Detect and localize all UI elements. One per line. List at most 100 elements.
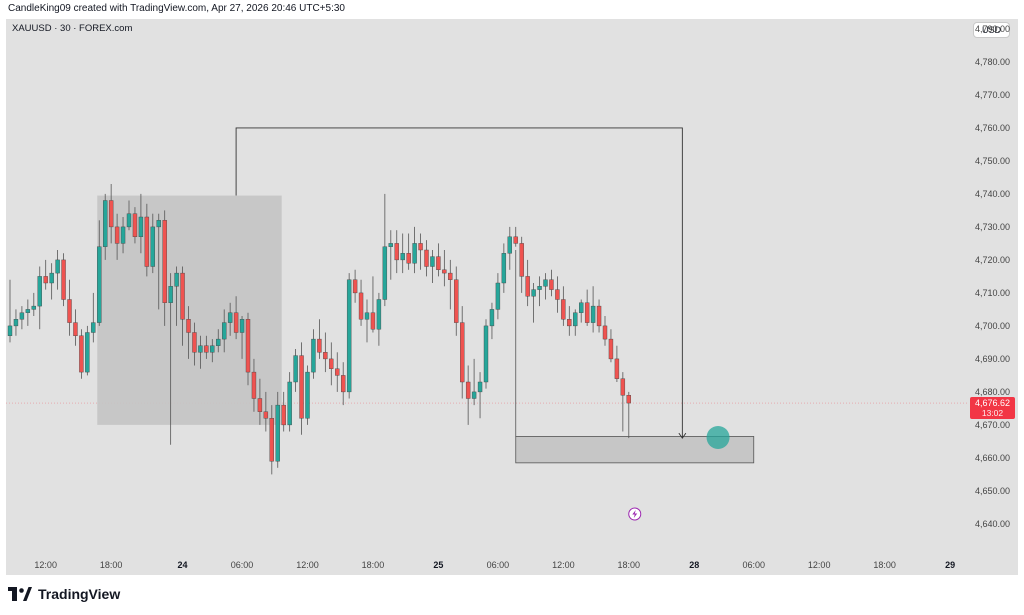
candle-body [442, 269, 447, 274]
candle-body [626, 395, 631, 404]
time-tick-label: 18:00 [873, 560, 896, 570]
candle-body [495, 282, 501, 310]
candle-body [281, 404, 286, 426]
candle-body [394, 243, 399, 261]
candle-body [37, 276, 42, 307]
symbol-legend[interactable]: XAUUSD · 30 · FOREX.com [12, 23, 133, 34]
time-tick-label: 12:00 [296, 560, 319, 570]
candle-body [352, 279, 358, 294]
candle-body [513, 236, 518, 244]
time-tick-label: 18:00 [361, 560, 385, 570]
time-tick-label: 18:00 [617, 560, 641, 570]
candle-body [376, 299, 382, 330]
candle-body [477, 381, 483, 393]
price-tick-label: 4,780.00 [975, 56, 1011, 67]
chart-pane[interactable]: XAUUSD · 30 · FOREX.com USD 4,640.00 4,65… [6, 19, 1018, 575]
candle-body [329, 358, 334, 369]
candle-body [102, 200, 108, 247]
candle-body [317, 338, 322, 353]
candle-body [25, 309, 31, 313]
candle-body [287, 381, 292, 426]
candle-body [424, 249, 429, 267]
time-tick-label: 12:00 [807, 560, 831, 570]
candle-body [335, 368, 340, 376]
candles-group [7, 184, 631, 475]
candle-body [448, 272, 453, 280]
candle-body [275, 404, 280, 462]
candle-body [257, 398, 263, 412]
candle-body [138, 216, 144, 237]
candle-body [7, 325, 13, 336]
candle-body [555, 289, 560, 300]
candle-body [465, 381, 471, 399]
candle-body [192, 332, 197, 353]
candle-body [567, 319, 572, 327]
candle-body [114, 226, 120, 244]
candle-body [216, 338, 221, 346]
candle-body [150, 226, 156, 267]
candle-body [436, 256, 441, 271]
candle-body [174, 272, 179, 287]
candle-body [596, 305, 602, 327]
candle-body [67, 299, 72, 323]
time-axis[interactable]: 12:00 18:00 24 06:00 12:00 18:00 25 06:00 12:00 1… [6, 555, 968, 575]
price-tick-label: 4,730.00 [975, 221, 1011, 232]
candle-body [341, 375, 346, 393]
candle-body [73, 322, 78, 337]
candle-body [204, 345, 209, 353]
candle-body [579, 302, 584, 313]
candle-body [49, 272, 54, 284]
candle-body [168, 286, 173, 303]
candle-body [454, 279, 459, 323]
candle-body [519, 243, 524, 277]
price-tick-label: 4,720.00 [975, 254, 1011, 265]
candle-body [126, 213, 132, 228]
candle-body [323, 352, 328, 360]
time-tick-label: 06:00 [230, 560, 254, 570]
candle-body [162, 220, 167, 304]
price-tick-label: 4,640.00 [975, 518, 1011, 529]
current-price-value: 4,676.62 [974, 398, 1011, 409]
candle-body [412, 243, 417, 264]
price-tick-label: 4,710.00 [975, 287, 1011, 298]
price-tick-label: 4,670.00 [975, 419, 1011, 430]
zone-rectangle [97, 195, 282, 425]
tradingview-logo-icon [8, 587, 32, 601]
plot-area[interactable] [6, 19, 968, 555]
candle-body [55, 259, 60, 274]
annotations-front [235, 127, 730, 521]
candle-body [13, 319, 19, 327]
candle-body [418, 243, 423, 251]
candle-body [186, 319, 191, 333]
price-tick-label: 4,760.00 [975, 122, 1011, 133]
arrow-head [678, 432, 687, 439]
price-tick-label: 4,660.00 [975, 452, 1011, 463]
price-tick-label: 4,750.00 [975, 155, 1011, 166]
candle-body [614, 358, 620, 379]
attribution-text: CandleKing09 created with TradingView.co… [8, 3, 345, 14]
time-tick-label: 12:00 [34, 560, 57, 570]
candle-body [31, 305, 36, 310]
candle-body [132, 213, 138, 237]
time-tick-label: 25 [433, 560, 444, 570]
candle-body [210, 345, 215, 353]
lightning-glyph [632, 510, 638, 518]
candle-body [91, 322, 96, 333]
bar-countdown: 13:02 [981, 408, 1004, 419]
candle-body [221, 322, 227, 340]
candle-body [531, 289, 536, 297]
current-price-tag: 4,676.62 13:02 [970, 397, 1015, 420]
candle-body [85, 332, 90, 373]
price-tick-label: 4,650.00 [975, 485, 1011, 496]
candle-body [501, 253, 507, 284]
candle-body [311, 338, 316, 373]
candle-body [388, 243, 393, 247]
annotations-back [97, 195, 755, 464]
currency-button[interactable]: USD [972, 22, 1010, 38]
candle-body [549, 279, 554, 290]
candle-body [108, 200, 114, 228]
price-axis[interactable]: USD 4,640.00 4,650.00 4,660.00 4,670.00 4,68… [968, 19, 1018, 575]
projection-path [235, 127, 683, 439]
candle-body [19, 312, 25, 320]
price-tick-label: 4,690.00 [975, 353, 1011, 364]
